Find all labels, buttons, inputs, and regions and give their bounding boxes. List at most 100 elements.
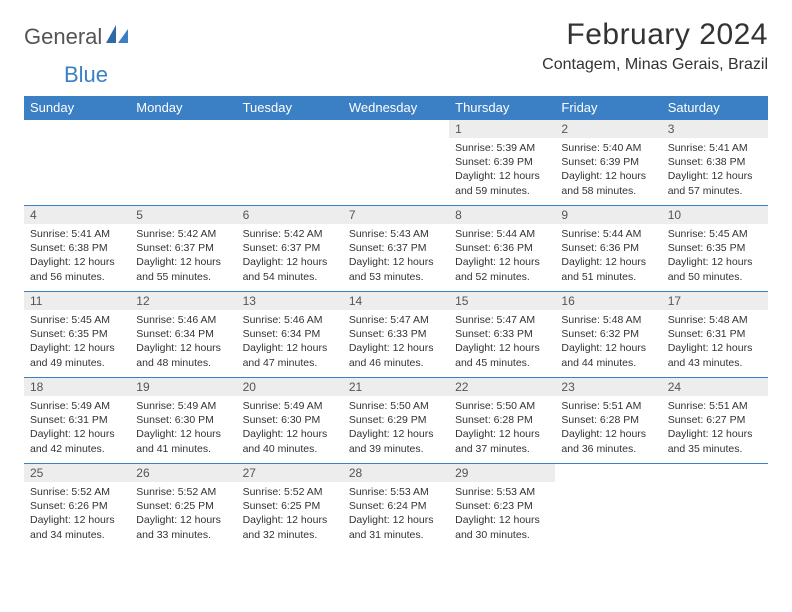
calendar-day-cell: 20Sunrise: 5:49 AMSunset: 6:30 PMDayligh… xyxy=(237,378,343,464)
weekday-header: Tuesday xyxy=(237,96,343,120)
brand-text-1: General xyxy=(24,24,102,50)
day-details: Sunrise: 5:51 AMSunset: 6:28 PMDaylight:… xyxy=(555,396,661,459)
day-number: 17 xyxy=(662,292,768,310)
day-details: Sunrise: 5:53 AMSunset: 6:23 PMDaylight:… xyxy=(449,482,555,545)
day-details: Sunrise: 5:49 AMSunset: 6:30 PMDaylight:… xyxy=(237,396,343,459)
day-number: 5 xyxy=(130,206,236,224)
day-number: 15 xyxy=(449,292,555,310)
day-number: 19 xyxy=(130,378,236,396)
day-details: Sunrise: 5:52 AMSunset: 6:26 PMDaylight:… xyxy=(24,482,130,545)
day-details: Sunrise: 5:39 AMSunset: 6:39 PMDaylight:… xyxy=(449,138,555,201)
calendar-day-cell: 2Sunrise: 5:40 AMSunset: 6:39 PMDaylight… xyxy=(555,120,661,206)
day-details: Sunrise: 5:44 AMSunset: 6:36 PMDaylight:… xyxy=(449,224,555,287)
calendar-day-cell: 21Sunrise: 5:50 AMSunset: 6:29 PMDayligh… xyxy=(343,378,449,464)
calendar-week-row: 18Sunrise: 5:49 AMSunset: 6:31 PMDayligh… xyxy=(24,378,768,464)
day-details: Sunrise: 5:44 AMSunset: 6:36 PMDaylight:… xyxy=(555,224,661,287)
day-number: 22 xyxy=(449,378,555,396)
day-details: Sunrise: 5:41 AMSunset: 6:38 PMDaylight:… xyxy=(24,224,130,287)
day-number: 8 xyxy=(449,206,555,224)
day-number: 16 xyxy=(555,292,661,310)
day-details: Sunrise: 5:51 AMSunset: 6:27 PMDaylight:… xyxy=(662,396,768,459)
day-details: Sunrise: 5:42 AMSunset: 6:37 PMDaylight:… xyxy=(237,224,343,287)
weekday-header: Thursday xyxy=(449,96,555,120)
calendar-day-cell: 10Sunrise: 5:45 AMSunset: 6:35 PMDayligh… xyxy=(662,206,768,292)
day-details: Sunrise: 5:52 AMSunset: 6:25 PMDaylight:… xyxy=(130,482,236,545)
day-number: 11 xyxy=(24,292,130,310)
day-details: Sunrise: 5:48 AMSunset: 6:32 PMDaylight:… xyxy=(555,310,661,373)
calendar-day-cell: 14Sunrise: 5:47 AMSunset: 6:33 PMDayligh… xyxy=(343,292,449,378)
day-details: Sunrise: 5:48 AMSunset: 6:31 PMDaylight:… xyxy=(662,310,768,373)
day-details: Sunrise: 5:43 AMSunset: 6:37 PMDaylight:… xyxy=(343,224,449,287)
day-details: Sunrise: 5:40 AMSunset: 6:39 PMDaylight:… xyxy=(555,138,661,201)
calendar-week-row: 1Sunrise: 5:39 AMSunset: 6:39 PMDaylight… xyxy=(24,120,768,206)
day-number: 7 xyxy=(343,206,449,224)
day-details: Sunrise: 5:52 AMSunset: 6:25 PMDaylight:… xyxy=(237,482,343,545)
calendar-day-cell: 15Sunrise: 5:47 AMSunset: 6:33 PMDayligh… xyxy=(449,292,555,378)
day-details: Sunrise: 5:45 AMSunset: 6:35 PMDaylight:… xyxy=(24,310,130,373)
day-number: 3 xyxy=(662,120,768,138)
day-details: Sunrise: 5:50 AMSunset: 6:28 PMDaylight:… xyxy=(449,396,555,459)
calendar-day-cell: 8Sunrise: 5:44 AMSunset: 6:36 PMDaylight… xyxy=(449,206,555,292)
weekday-header: Friday xyxy=(555,96,661,120)
calendar-day-cell: 25Sunrise: 5:52 AMSunset: 6:26 PMDayligh… xyxy=(24,464,130,550)
day-number: 18 xyxy=(24,378,130,396)
calendar-day-cell: 18Sunrise: 5:49 AMSunset: 6:31 PMDayligh… xyxy=(24,378,130,464)
day-number: 10 xyxy=(662,206,768,224)
day-number: 27 xyxy=(237,464,343,482)
calendar-day-cell: 29Sunrise: 5:53 AMSunset: 6:23 PMDayligh… xyxy=(449,464,555,550)
title-block: February 2024 Contagem, Minas Gerais, Br… xyxy=(542,18,768,74)
location: Contagem, Minas Gerais, Brazil xyxy=(542,56,768,74)
day-details: Sunrise: 5:47 AMSunset: 6:33 PMDaylight:… xyxy=(449,310,555,373)
calendar-header-row: SundayMondayTuesdayWednesdayThursdayFrid… xyxy=(24,96,768,120)
calendar-day-cell: 3Sunrise: 5:41 AMSunset: 6:38 PMDaylight… xyxy=(662,120,768,206)
calendar-empty-cell xyxy=(130,120,236,206)
calendar-day-cell: 17Sunrise: 5:48 AMSunset: 6:31 PMDayligh… xyxy=(662,292,768,378)
calendar-day-cell: 28Sunrise: 5:53 AMSunset: 6:24 PMDayligh… xyxy=(343,464,449,550)
calendar-empty-cell xyxy=(24,120,130,206)
day-number: 2 xyxy=(555,120,661,138)
calendar-day-cell: 6Sunrise: 5:42 AMSunset: 6:37 PMDaylight… xyxy=(237,206,343,292)
brand-sail-icon xyxy=(106,23,132,48)
month-title: February 2024 xyxy=(542,18,768,52)
day-number: 23 xyxy=(555,378,661,396)
day-details: Sunrise: 5:49 AMSunset: 6:31 PMDaylight:… xyxy=(24,396,130,459)
calendar-day-cell: 4Sunrise: 5:41 AMSunset: 6:38 PMDaylight… xyxy=(24,206,130,292)
day-number: 26 xyxy=(130,464,236,482)
calendar-day-cell: 27Sunrise: 5:52 AMSunset: 6:25 PMDayligh… xyxy=(237,464,343,550)
day-details: Sunrise: 5:42 AMSunset: 6:37 PMDaylight:… xyxy=(130,224,236,287)
day-number: 20 xyxy=(237,378,343,396)
day-number: 4 xyxy=(24,206,130,224)
calendar-day-cell: 11Sunrise: 5:45 AMSunset: 6:35 PMDayligh… xyxy=(24,292,130,378)
day-number: 24 xyxy=(662,378,768,396)
weekday-header: Wednesday xyxy=(343,96,449,120)
calendar-empty-cell xyxy=(237,120,343,206)
day-details: Sunrise: 5:46 AMSunset: 6:34 PMDaylight:… xyxy=(237,310,343,373)
day-details: Sunrise: 5:41 AMSunset: 6:38 PMDaylight:… xyxy=(662,138,768,201)
calendar-table: SundayMondayTuesdayWednesdayThursdayFrid… xyxy=(24,96,768,550)
calendar-body: 1Sunrise: 5:39 AMSunset: 6:39 PMDaylight… xyxy=(24,120,768,550)
calendar-day-cell: 22Sunrise: 5:50 AMSunset: 6:28 PMDayligh… xyxy=(449,378,555,464)
day-details: Sunrise: 5:49 AMSunset: 6:30 PMDaylight:… xyxy=(130,396,236,459)
brand-text-2: Blue xyxy=(64,62,108,87)
day-number: 1 xyxy=(449,120,555,138)
calendar-day-cell: 13Sunrise: 5:46 AMSunset: 6:34 PMDayligh… xyxy=(237,292,343,378)
day-number: 9 xyxy=(555,206,661,224)
weekday-header: Saturday xyxy=(662,96,768,120)
brand-logo: General xyxy=(24,18,134,50)
calendar-empty-cell xyxy=(555,464,661,550)
calendar-day-cell: 19Sunrise: 5:49 AMSunset: 6:30 PMDayligh… xyxy=(130,378,236,464)
day-number: 21 xyxy=(343,378,449,396)
calendar-day-cell: 26Sunrise: 5:52 AMSunset: 6:25 PMDayligh… xyxy=(130,464,236,550)
day-details: Sunrise: 5:50 AMSunset: 6:29 PMDaylight:… xyxy=(343,396,449,459)
day-number: 6 xyxy=(237,206,343,224)
day-details: Sunrise: 5:46 AMSunset: 6:34 PMDaylight:… xyxy=(130,310,236,373)
calendar-day-cell: 7Sunrise: 5:43 AMSunset: 6:37 PMDaylight… xyxy=(343,206,449,292)
calendar-week-row: 4Sunrise: 5:41 AMSunset: 6:38 PMDaylight… xyxy=(24,206,768,292)
calendar-day-cell: 24Sunrise: 5:51 AMSunset: 6:27 PMDayligh… xyxy=(662,378,768,464)
day-details: Sunrise: 5:53 AMSunset: 6:24 PMDaylight:… xyxy=(343,482,449,545)
day-number: 13 xyxy=(237,292,343,310)
calendar-empty-cell xyxy=(662,464,768,550)
calendar-week-row: 11Sunrise: 5:45 AMSunset: 6:35 PMDayligh… xyxy=(24,292,768,378)
calendar-day-cell: 23Sunrise: 5:51 AMSunset: 6:28 PMDayligh… xyxy=(555,378,661,464)
day-number: 29 xyxy=(449,464,555,482)
